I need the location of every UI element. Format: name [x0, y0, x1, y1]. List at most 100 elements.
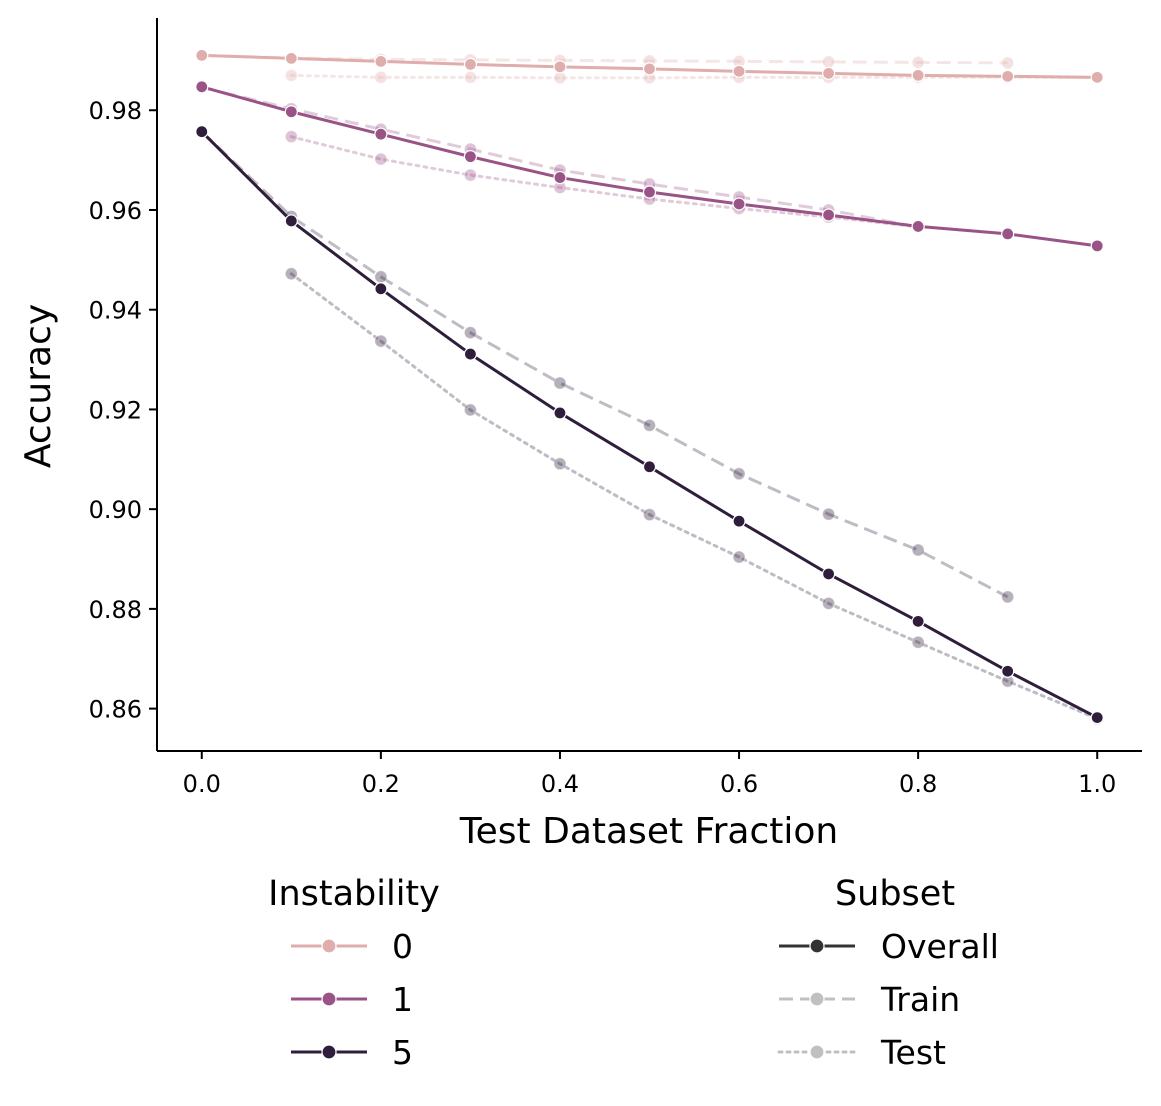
data-point-0-overall	[1001, 69, 1015, 83]
data-point-5-overall	[911, 614, 925, 628]
data-point-1-test	[374, 152, 388, 166]
legend-subset: Subset Overall Train Test	[777, 874, 999, 1072]
data-point-0-overall	[911, 68, 925, 82]
legend-instability-title: Instability	[268, 874, 440, 914]
x-tick-label: 0.0	[183, 770, 221, 798]
y-tick-label: 0.86	[89, 696, 142, 724]
data-point-0-overall	[553, 60, 567, 74]
data-point-5-test	[821, 596, 836, 611]
data-point-5-overall	[195, 125, 209, 139]
legend-instability-item-1: 1	[291, 980, 413, 1019]
series-line-1-overall	[201, 85, 1098, 248]
data-point-0-overall	[374, 54, 388, 68]
data-point-0-train	[821, 55, 836, 69]
data-point-1-test	[284, 130, 298, 144]
plot-area	[195, 48, 1104, 726]
data-point-1-overall	[195, 80, 209, 94]
data-point-1-overall	[1090, 239, 1104, 253]
y-axis-title: Accuracy	[18, 304, 59, 468]
legend-subset-item-test: Test	[777, 1033, 946, 1072]
data-point-0-train	[1001, 56, 1015, 70]
x-axis-title: Test Dataset Fraction	[459, 811, 838, 852]
data-point-1-overall	[553, 170, 567, 185]
axes	[156, 18, 1142, 752]
legend-subset-item-train: Train	[779, 980, 960, 1019]
legend-subset-title: Subset	[835, 874, 955, 914]
data-point-0-overall	[195, 48, 209, 62]
data-point-5-overall	[1001, 664, 1015, 678]
legend-subset-item-overall: Overall	[779, 927, 999, 966]
x-tick-label: 0.4	[541, 770, 579, 798]
data-point-5-test	[374, 334, 388, 348]
series-line-5-train	[200, 130, 1009, 599]
data-point-1-overall	[284, 105, 298, 119]
data-point-0-overall	[463, 57, 478, 71]
y-ticks: 0.86 0.88 0.90 0.92 0.94 0.96 0.98	[89, 97, 157, 724]
data-point-5-train	[553, 376, 567, 390]
data-point-5-train	[374, 270, 388, 284]
series-1-overall	[195, 80, 1104, 253]
data-point-1-overall	[911, 219, 925, 234]
data-point-0-test	[284, 68, 298, 82]
data-point-0-overall	[732, 64, 746, 78]
data-point-1-overall	[1001, 227, 1015, 241]
data-point-5-test	[553, 457, 567, 471]
x-tick-label: 1.0	[1078, 770, 1116, 798]
legend-subset-label: Test	[880, 1033, 946, 1072]
legend-swatch-marker	[809, 1044, 825, 1060]
data-point-5-train	[821, 507, 836, 521]
legend-instability-label: 1	[392, 980, 413, 1019]
y-tick-label: 0.94	[89, 297, 142, 325]
series-5-overall	[195, 125, 1104, 725]
data-point-5-overall	[374, 282, 388, 296]
y-tick-label: 0.90	[89, 496, 142, 524]
data-point-1-overall	[374, 127, 388, 141]
data-point-5-train	[642, 418, 657, 432]
data-point-5-test	[732, 550, 746, 564]
series-line-1-test	[289, 135, 920, 229]
y-tick-label: 0.92	[89, 396, 142, 424]
legend-subset-label: Train	[880, 980, 960, 1019]
data-point-1-test	[463, 168, 478, 182]
data-point-5-overall	[821, 567, 836, 581]
y-tick-label: 0.88	[89, 596, 142, 624]
data-point-5-test	[284, 267, 298, 281]
series-0-overall	[195, 48, 1104, 84]
data-point-5-test	[463, 403, 478, 417]
data-point-0-overall	[1090, 70, 1104, 84]
data-point-0-overall	[821, 66, 836, 80]
series-line-1-train	[201, 85, 919, 229]
legend-swatch-marker	[321, 938, 337, 954]
data-point-1-overall	[463, 150, 478, 164]
legend-instability-item-5: 5	[291, 1033, 413, 1072]
data-point-0-test	[553, 71, 567, 85]
series-5-train	[195, 125, 1015, 604]
data-point-5-overall	[1090, 710, 1104, 725]
data-point-0-test	[374, 70, 388, 84]
data-point-5-train	[732, 467, 746, 481]
data-point-0-test	[463, 70, 478, 84]
legend-instability-label: 0	[392, 927, 413, 966]
data-point-5-train	[911, 543, 925, 557]
data-point-0-overall	[284, 51, 298, 65]
data-point-5-overall	[642, 460, 657, 474]
data-point-5-overall	[463, 347, 478, 361]
data-point-0-train	[911, 55, 925, 69]
data-point-1-overall	[732, 197, 746, 211]
data-point-5-overall	[553, 406, 567, 420]
legend-swatch-marker	[321, 991, 337, 1007]
legend-swatch-marker	[809, 991, 825, 1007]
data-point-0-overall	[642, 62, 657, 76]
legend-subset-label: Overall	[881, 927, 999, 966]
data-point-1-overall	[821, 208, 836, 222]
data-point-5-test	[642, 508, 657, 522]
x-tick-label: 0.6	[720, 770, 758, 798]
data-point-5-overall	[732, 514, 746, 528]
data-point-1-overall	[642, 185, 657, 199]
x-tick-label: 0.8	[899, 770, 937, 798]
legend-instability-label: 5	[392, 1033, 413, 1072]
series-1-train	[195, 80, 925, 234]
data-point-5-train	[463, 326, 478, 340]
x-tick-label: 0.2	[362, 770, 400, 798]
data-point-5-overall	[284, 214, 298, 228]
